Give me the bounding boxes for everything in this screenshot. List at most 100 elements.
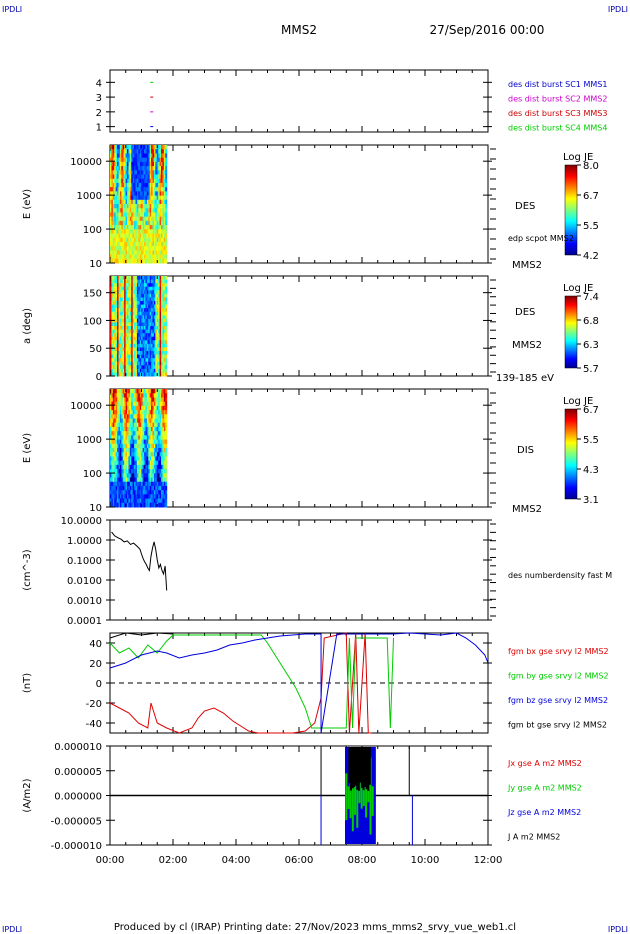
- spectrogram-cell: [125, 250, 128, 256]
- spectrogram-cell: [118, 178, 121, 184]
- spectrogram-cell: [127, 199, 129, 205]
- spectrogram-cell: [162, 241, 165, 247]
- spectrogram-cell: [161, 452, 163, 457]
- spectrogram-cell: [111, 276, 114, 281]
- spectrogram-cell: [142, 401, 145, 407]
- spectrogram-cell: [110, 178, 112, 184]
- dis-energy-colorbar-tick-label: 4.3: [583, 465, 599, 476]
- spectrogram-cell: [122, 318, 125, 323]
- spectrogram-cell: [155, 393, 158, 398]
- spectrogram-cell: [112, 254, 115, 260]
- spectrogram-cell: [132, 208, 135, 213]
- spectrogram-cell: [111, 397, 114, 403]
- spectrogram-cell: [151, 161, 154, 167]
- spectrogram-cell: [144, 333, 146, 338]
- spectrogram-cell: [165, 195, 168, 201]
- spectrogram-cell: [149, 286, 152, 291]
- spectrogram-cell: [161, 336, 163, 341]
- spectrogram-cell: [129, 304, 132, 309]
- spectrogram-cell: [110, 301, 112, 306]
- spectrogram-cell: [132, 333, 135, 338]
- spectrogram-cell: [146, 443, 149, 449]
- spectrogram-cell: [128, 166, 131, 171]
- spectrogram-cell: [136, 174, 139, 180]
- spectrogram-cell: [112, 448, 115, 453]
- spectrogram-cell: [148, 145, 151, 150]
- spectrogram-cell: [128, 161, 131, 167]
- spectrogram-cell: [144, 422, 146, 428]
- spectrogram-cell: [156, 397, 159, 403]
- spectrogram-cell: [110, 220, 112, 226]
- spectrogram-cell: [155, 452, 158, 457]
- spectrogram-cell: [159, 153, 162, 159]
- spectrogram-cell: [158, 485, 161, 491]
- spectrogram-cell: [142, 145, 145, 150]
- spectrogram-cell: [117, 250, 120, 256]
- spectrogram-cell: [118, 311, 121, 316]
- spectrogram-cell: [142, 485, 145, 491]
- spectrogram-cell: [148, 318, 151, 323]
- spectrogram-cell: [111, 182, 114, 188]
- spectrogram-cell: [124, 304, 127, 309]
- spectrogram-cell: [158, 166, 161, 171]
- spectrogram-cell: [127, 241, 129, 247]
- spectrogram-cell: [114, 405, 117, 411]
- spectrogram-cell: [111, 354, 114, 359]
- spectrogram-cell: [158, 452, 161, 457]
- spectrogram-cell: [115, 368, 118, 373]
- spectrogram-cell: [138, 254, 141, 260]
- spectrogram-cell: [115, 250, 118, 256]
- spectrogram-cell: [118, 401, 121, 407]
- spectrogram-cell: [124, 439, 127, 445]
- spectrogram-cell: [111, 258, 114, 264]
- spectrogram-cell: [145, 229, 148, 234]
- spectrogram-cell: [161, 233, 163, 239]
- spectrogram-cell: [159, 157, 162, 163]
- spectrogram-cell: [129, 502, 132, 508]
- spectrogram-cell: [134, 426, 137, 432]
- spectrogram-cell: [127, 258, 129, 264]
- spectrogram-cell: [132, 174, 135, 180]
- spectrogram-cell: [153, 347, 156, 352]
- spectrogram-cell: [138, 422, 141, 428]
- current-legend-label: Jz gse A m2 MMS2: [507, 808, 581, 817]
- spectrogram-cell: [134, 290, 137, 295]
- spectrogram-cell: [161, 187, 163, 192]
- spectrogram-cell: [138, 498, 141, 504]
- spectrogram-cell: [121, 195, 124, 201]
- spectrogram-cell: [145, 473, 148, 478]
- spectrogram-cell: [132, 422, 135, 428]
- spectrogram-cell: [111, 498, 114, 504]
- spectrogram-cell: [138, 336, 141, 341]
- spectrogram-cell: [152, 149, 155, 154]
- spectrogram-cell: [110, 208, 112, 213]
- spectrogram-cell: [151, 393, 154, 398]
- spectrogram-cell: [110, 464, 112, 470]
- spectrogram-cell: [121, 297, 124, 302]
- spectrogram-cell: [162, 494, 165, 500]
- spectrogram-cell: [122, 322, 125, 327]
- spectrogram-cell: [125, 297, 128, 302]
- spectrogram-cell: [124, 397, 127, 403]
- spectrogram-cell: [155, 199, 158, 205]
- spectrogram-cell: [158, 448, 161, 453]
- spectrogram-cell: [110, 452, 112, 457]
- spectrogram-cell: [161, 401, 163, 407]
- spectrogram-cell: [162, 182, 165, 188]
- spectrogram-cell: [117, 182, 120, 188]
- spectrogram-cell: [124, 241, 127, 247]
- spectrogram-cell: [161, 297, 163, 302]
- spectrogram-cell: [158, 368, 161, 373]
- spectrogram-cell: [142, 393, 145, 398]
- density-ytick-label: 0.1000: [67, 556, 102, 567]
- spectrogram-cell: [136, 241, 139, 247]
- spectrogram-cell: [146, 241, 149, 247]
- spectrogram-cell: [118, 343, 121, 348]
- spectrogram-cell: [127, 301, 129, 306]
- spectrogram-cell: [112, 490, 115, 495]
- spectrogram-cell: [131, 283, 134, 288]
- spectrogram-cell: [138, 170, 141, 175]
- spectrogram-cell: [161, 431, 163, 436]
- spectrogram-cell: [158, 456, 161, 462]
- spectrogram-cell: [156, 204, 159, 209]
